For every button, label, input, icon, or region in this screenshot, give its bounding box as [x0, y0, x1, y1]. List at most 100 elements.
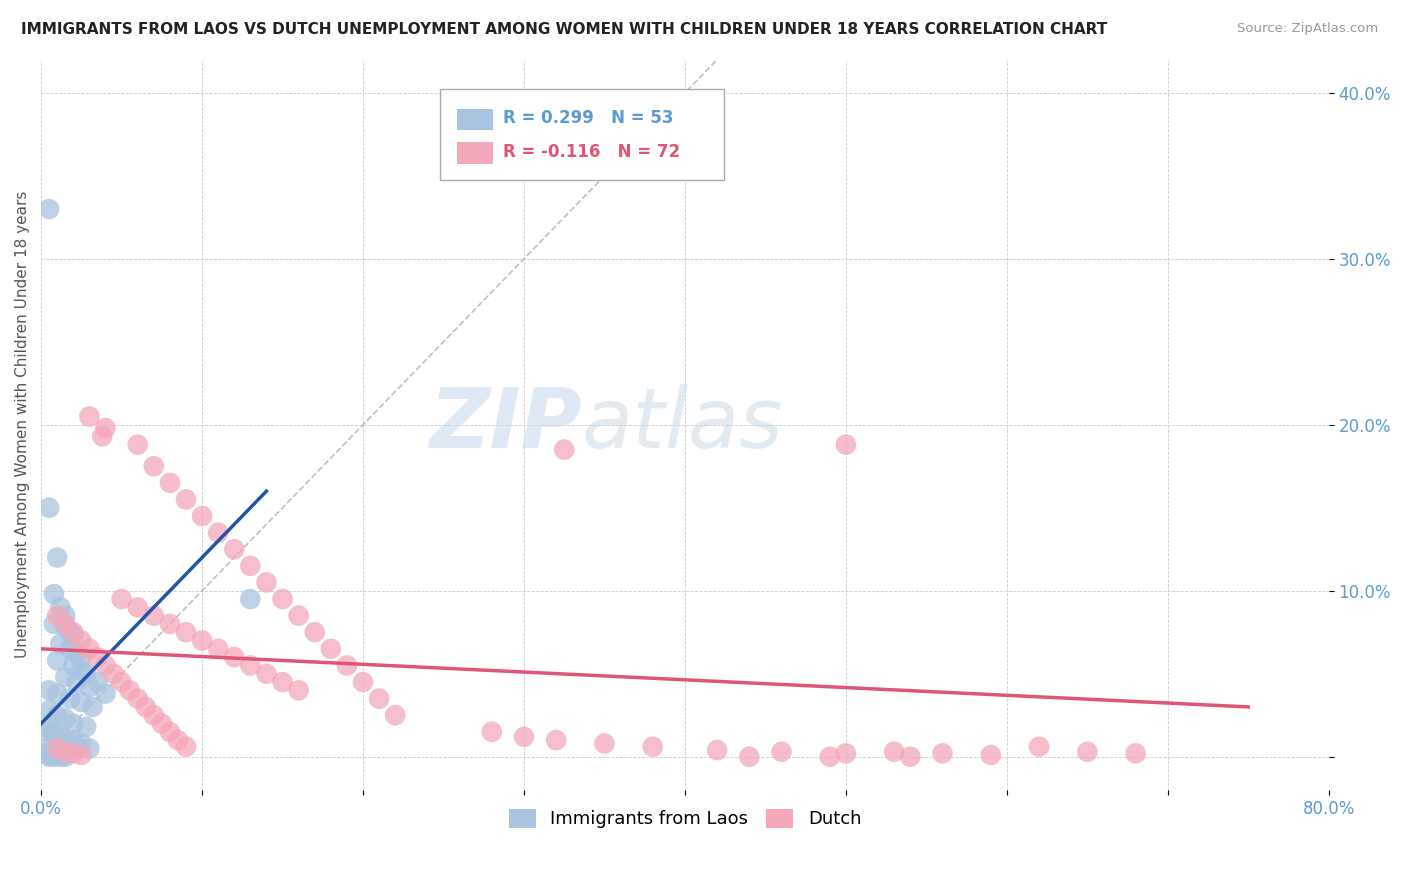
Point: [174, 625, 197, 640]
Point: [135, 700, 157, 714]
Point: [287, 683, 309, 698]
Point: [70, 747, 93, 762]
Point: [86, 650, 108, 665]
Point: [62, 733, 84, 747]
Point: [62, 658, 84, 673]
Text: R = 0.299   N = 53: R = 0.299 N = 53: [503, 109, 673, 127]
Point: [706, 743, 728, 757]
Point: [174, 739, 197, 754]
Point: [207, 641, 229, 656]
Point: [94, 687, 117, 701]
Point: [319, 641, 342, 656]
Point: [49, 733, 72, 747]
Point: [59, 641, 82, 656]
Point: [513, 730, 536, 744]
Point: [239, 592, 262, 607]
Point: [287, 608, 309, 623]
Point: [70, 736, 93, 750]
Point: [1125, 747, 1147, 761]
Point: [91, 429, 114, 443]
Point: [127, 438, 149, 452]
Point: [898, 749, 921, 764]
Text: Source: ZipAtlas.com: Source: ZipAtlas.com: [1237, 22, 1378, 36]
Point: [481, 724, 503, 739]
Text: R = -0.116   N = 72: R = -0.116 N = 72: [503, 144, 681, 161]
Point: [42, 749, 65, 764]
Point: [79, 741, 101, 756]
Point: [931, 747, 953, 761]
Point: [35, 747, 58, 761]
Point: [980, 747, 1002, 762]
Point: [38, 500, 60, 515]
Point: [65, 739, 87, 754]
Point: [1076, 745, 1098, 759]
Point: [38, 724, 60, 739]
Point: [49, 637, 72, 651]
Point: [49, 600, 72, 615]
Point: [39, 745, 62, 759]
Point: [65, 675, 87, 690]
Point: [271, 675, 294, 690]
Point: [142, 708, 165, 723]
Point: [79, 641, 101, 656]
Point: [53, 616, 76, 631]
Point: [883, 745, 905, 759]
Point: [75, 720, 97, 734]
Point: [42, 724, 65, 739]
Point: [835, 747, 858, 761]
Point: [53, 608, 76, 623]
Point: [38, 703, 60, 717]
Text: ZIP: ZIP: [429, 384, 582, 466]
Point: [94, 658, 117, 673]
Point: [103, 666, 125, 681]
Point: [1028, 739, 1050, 754]
Point: [159, 616, 181, 631]
FancyBboxPatch shape: [457, 142, 494, 164]
Point: [352, 675, 374, 690]
Point: [42, 587, 65, 601]
Point: [738, 749, 761, 764]
Point: [127, 600, 149, 615]
Point: [835, 438, 858, 452]
Point: [53, 745, 76, 759]
Point: [59, 625, 82, 640]
Point: [53, 670, 76, 684]
Point: [142, 459, 165, 474]
Point: [70, 695, 93, 709]
Point: [127, 691, 149, 706]
Point: [49, 749, 72, 764]
Y-axis label: Unemployment Among Women with Children Under 18 years: Unemployment Among Women with Children U…: [15, 191, 30, 658]
Point: [53, 712, 76, 726]
Point: [239, 658, 262, 673]
Point: [110, 675, 132, 690]
Point: [142, 608, 165, 623]
Point: [82, 700, 104, 714]
FancyBboxPatch shape: [457, 109, 494, 130]
Point: [49, 730, 72, 744]
Point: [191, 509, 214, 524]
Point: [174, 492, 197, 507]
Point: [159, 724, 181, 739]
Point: [46, 708, 69, 723]
Point: [86, 675, 108, 690]
Point: [641, 739, 664, 754]
Point: [79, 409, 101, 424]
Point: [256, 575, 278, 590]
Point: [256, 666, 278, 681]
Point: [118, 683, 141, 698]
Text: atlas: atlas: [582, 384, 783, 466]
Legend: Immigrants from Laos, Dutch: Immigrants from Laos, Dutch: [502, 802, 869, 836]
Point: [46, 653, 69, 667]
Point: [336, 658, 359, 673]
Point: [368, 691, 391, 706]
Point: [159, 475, 181, 490]
Point: [239, 558, 262, 573]
Point: [59, 691, 82, 706]
Text: IMMIGRANTS FROM LAOS VS DUTCH UNEMPLOYMENT AMONG WOMEN WITH CHILDREN UNDER 18 YE: IMMIGRANTS FROM LAOS VS DUTCH UNEMPLOYME…: [21, 22, 1108, 37]
Point: [46, 747, 69, 761]
Point: [167, 733, 190, 747]
Point: [384, 708, 406, 723]
Point: [62, 747, 84, 761]
Point: [53, 620, 76, 634]
Point: [593, 736, 616, 750]
